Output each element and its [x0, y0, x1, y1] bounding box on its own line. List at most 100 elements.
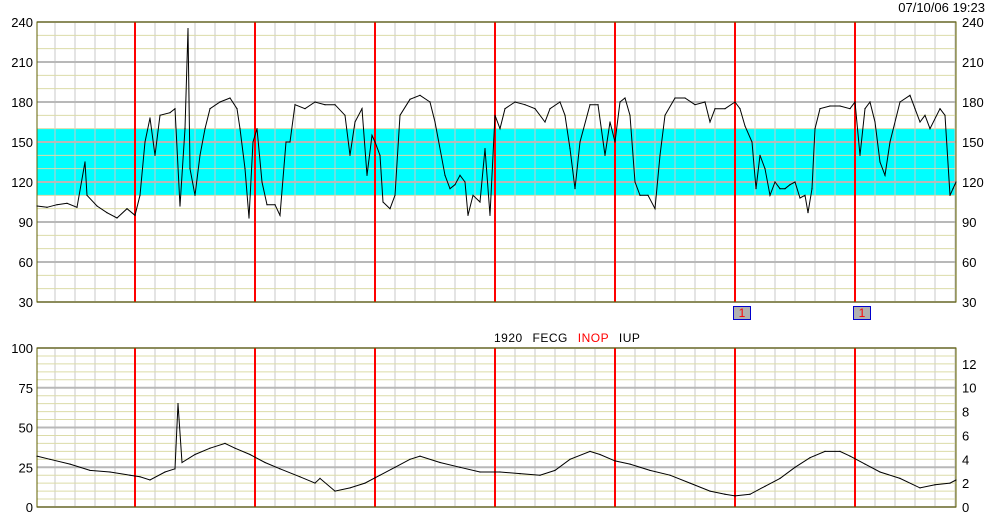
data-point [614, 460, 616, 462]
data-point [399, 114, 401, 116]
data-point [919, 487, 921, 489]
data-point [704, 101, 706, 103]
y-tick-label-right: 150 [962, 135, 984, 150]
plot-border [36, 347, 957, 508]
data-point [879, 161, 881, 163]
data-point [224, 442, 226, 444]
event-marker[interactable]: 1 [853, 306, 871, 320]
data-point [734, 495, 736, 497]
data-point [559, 101, 561, 103]
data-point [419, 94, 421, 96]
data-point [419, 455, 421, 457]
y-tick-label-left: 30 [19, 295, 33, 310]
y-tick-label-left: 240 [11, 15, 33, 30]
data-point [939, 108, 941, 110]
data-point [109, 471, 111, 473]
data-point [684, 97, 686, 99]
data-point [674, 97, 676, 99]
data-point [164, 471, 166, 473]
data-point [189, 168, 191, 170]
data-point [314, 101, 316, 103]
data-point [554, 469, 556, 472]
data-point [864, 463, 866, 465]
data-point [274, 204, 276, 206]
data-point [279, 468, 281, 470]
data-point [361, 108, 363, 110]
data-point [472, 194, 474, 196]
y-tick-label-left: 150 [11, 135, 33, 150]
data-point [209, 108, 211, 110]
data-point [204, 128, 206, 130]
y-tick-label-right: 8 [962, 405, 969, 420]
trace-channel: IUP [618, 331, 641, 345]
data-point [264, 461, 266, 464]
data-point [36, 455, 38, 457]
event-marker[interactable]: 1 [733, 306, 751, 320]
y-tick-label-right: 4 [962, 452, 969, 467]
data-point [724, 493, 726, 495]
data-point [647, 194, 649, 196]
data-point [69, 463, 71, 465]
data-point [634, 181, 636, 183]
data-point [769, 194, 771, 196]
data-point [614, 141, 616, 143]
data-point [794, 181, 796, 183]
plot-border [36, 21, 957, 303]
data-point [459, 174, 461, 176]
data-point [184, 128, 186, 130]
data-point [714, 108, 716, 110]
data-point [139, 476, 141, 478]
data-point [819, 108, 821, 110]
data-point [154, 154, 156, 156]
data-point [382, 201, 384, 203]
data-point [429, 101, 431, 103]
data-point [884, 174, 886, 176]
data-point [599, 453, 601, 456]
data-point [744, 125, 746, 127]
data-point [234, 447, 236, 449]
trace-id: 1920 [494, 331, 523, 345]
data-point [294, 104, 296, 106]
data-point [374, 141, 376, 143]
data-point [839, 105, 841, 107]
data-point [467, 214, 469, 216]
data-point [181, 461, 183, 464]
data-point [807, 212, 809, 214]
data-point [751, 141, 753, 143]
data-point [236, 108, 238, 110]
data-point [484, 148, 486, 150]
data-point [659, 154, 661, 156]
data-point [126, 208, 128, 210]
data-point [804, 194, 806, 196]
y-tick-label-right: 90 [962, 215, 976, 230]
data-point [849, 455, 851, 457]
data-point [619, 101, 621, 103]
data-point [444, 174, 446, 176]
y-tick-label-left: 75 [19, 381, 33, 396]
y-tick-label-right: 180 [962, 95, 984, 110]
data-point [724, 108, 726, 110]
data-point [179, 205, 181, 207]
data-point [799, 197, 801, 199]
data-point [66, 202, 68, 204]
data-point [854, 101, 856, 103]
data-point [248, 217, 250, 219]
data-point [479, 471, 481, 473]
data-point [285, 141, 287, 143]
data-point [84, 161, 86, 163]
data-point [499, 128, 501, 130]
data-point [734, 101, 736, 103]
y-tick-label-right: 240 [962, 15, 984, 30]
data-point [106, 212, 108, 214]
data-point [177, 403, 179, 405]
data-point [89, 469, 91, 472]
data-point [764, 485, 766, 487]
data-point [579, 141, 581, 143]
data-point [249, 453, 251, 456]
data-point [394, 194, 396, 196]
data-point [924, 114, 926, 116]
y-tick-label-right: 0 [962, 500, 969, 515]
data-point [534, 108, 536, 110]
data-point [349, 487, 351, 489]
